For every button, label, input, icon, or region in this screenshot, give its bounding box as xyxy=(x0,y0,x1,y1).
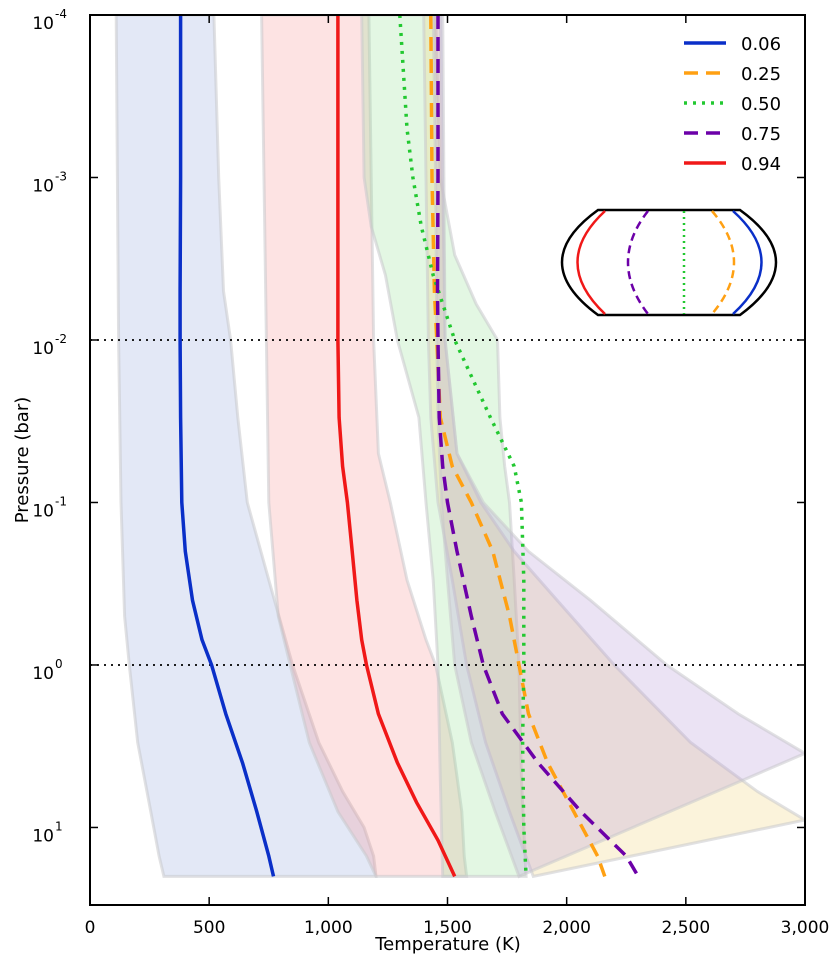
x-tick-label: 0 xyxy=(85,918,96,938)
y-tick-base: 10 xyxy=(32,176,54,196)
series-line-0-50 xyxy=(398,15,528,877)
series-line-0-25 xyxy=(429,15,607,877)
y-tick-label: 10 -1 xyxy=(32,494,67,521)
y-tick-label: 10 1 xyxy=(32,819,62,846)
series-lines xyxy=(178,15,640,878)
series-line-0-75 xyxy=(435,15,640,878)
reference-lines xyxy=(90,339,805,666)
y-tick-base: 10 xyxy=(32,339,54,359)
inset-arc-0-75 xyxy=(626,210,649,315)
legend-label-0-75: 0.75 xyxy=(741,124,781,145)
x-tick-label: 3,000 xyxy=(781,918,830,938)
x-tick-label: 2,000 xyxy=(542,918,591,938)
y-axis-label: Pressure (bar) xyxy=(12,397,33,523)
y-tick-base: 10 xyxy=(32,501,54,521)
y-tick-base: 10 xyxy=(32,826,54,846)
x-tick-label: 1,000 xyxy=(304,918,353,938)
y-tick-label: 10 -2 xyxy=(32,332,67,359)
band-0-75 xyxy=(431,15,805,879)
legend-label-0-25: 0.25 xyxy=(741,64,781,85)
inset-arc-0-94 xyxy=(576,210,606,315)
y-tick-exponent: 1 xyxy=(55,819,63,833)
inset-outline xyxy=(560,208,778,317)
x-axis-label: Temperature (K) xyxy=(374,934,521,955)
y-tick-label: 10 0 xyxy=(32,657,62,684)
y-tick-exponent: -2 xyxy=(55,332,67,346)
y-tick-exponent: -3 xyxy=(55,169,67,183)
x-tick-label: 1,500 xyxy=(423,918,472,938)
y-tick-exponent: -4 xyxy=(55,7,67,21)
series-line-0-06 xyxy=(178,15,276,877)
inset-arc-0-06 xyxy=(732,210,763,315)
band-0-94 xyxy=(260,15,469,878)
y-tick-base: 10 xyxy=(32,664,54,684)
inset-diagram xyxy=(560,208,778,317)
y-tick-base: 10 xyxy=(32,14,54,34)
inset-arc-0-25 xyxy=(711,210,736,315)
series-line-0-94 xyxy=(336,15,457,878)
legend: 0.06 0.25 0.50 0.75 0.94 xyxy=(684,34,781,175)
legend-label-0-50: 0.50 xyxy=(741,94,781,115)
y-tick-exponent: -1 xyxy=(55,494,67,508)
y-tick-exponent: 0 xyxy=(55,657,63,671)
y-tick-label: 10 -3 xyxy=(32,169,67,196)
x-tick-label: 500 xyxy=(193,918,225,938)
legend-label-0-94: 0.94 xyxy=(741,154,781,175)
y-tick-label: 10 -4 xyxy=(32,7,67,34)
legend-label-0-06: 0.06 xyxy=(741,34,781,55)
band-0-50 xyxy=(360,15,528,878)
x-tick-label: 2,500 xyxy=(661,918,710,938)
